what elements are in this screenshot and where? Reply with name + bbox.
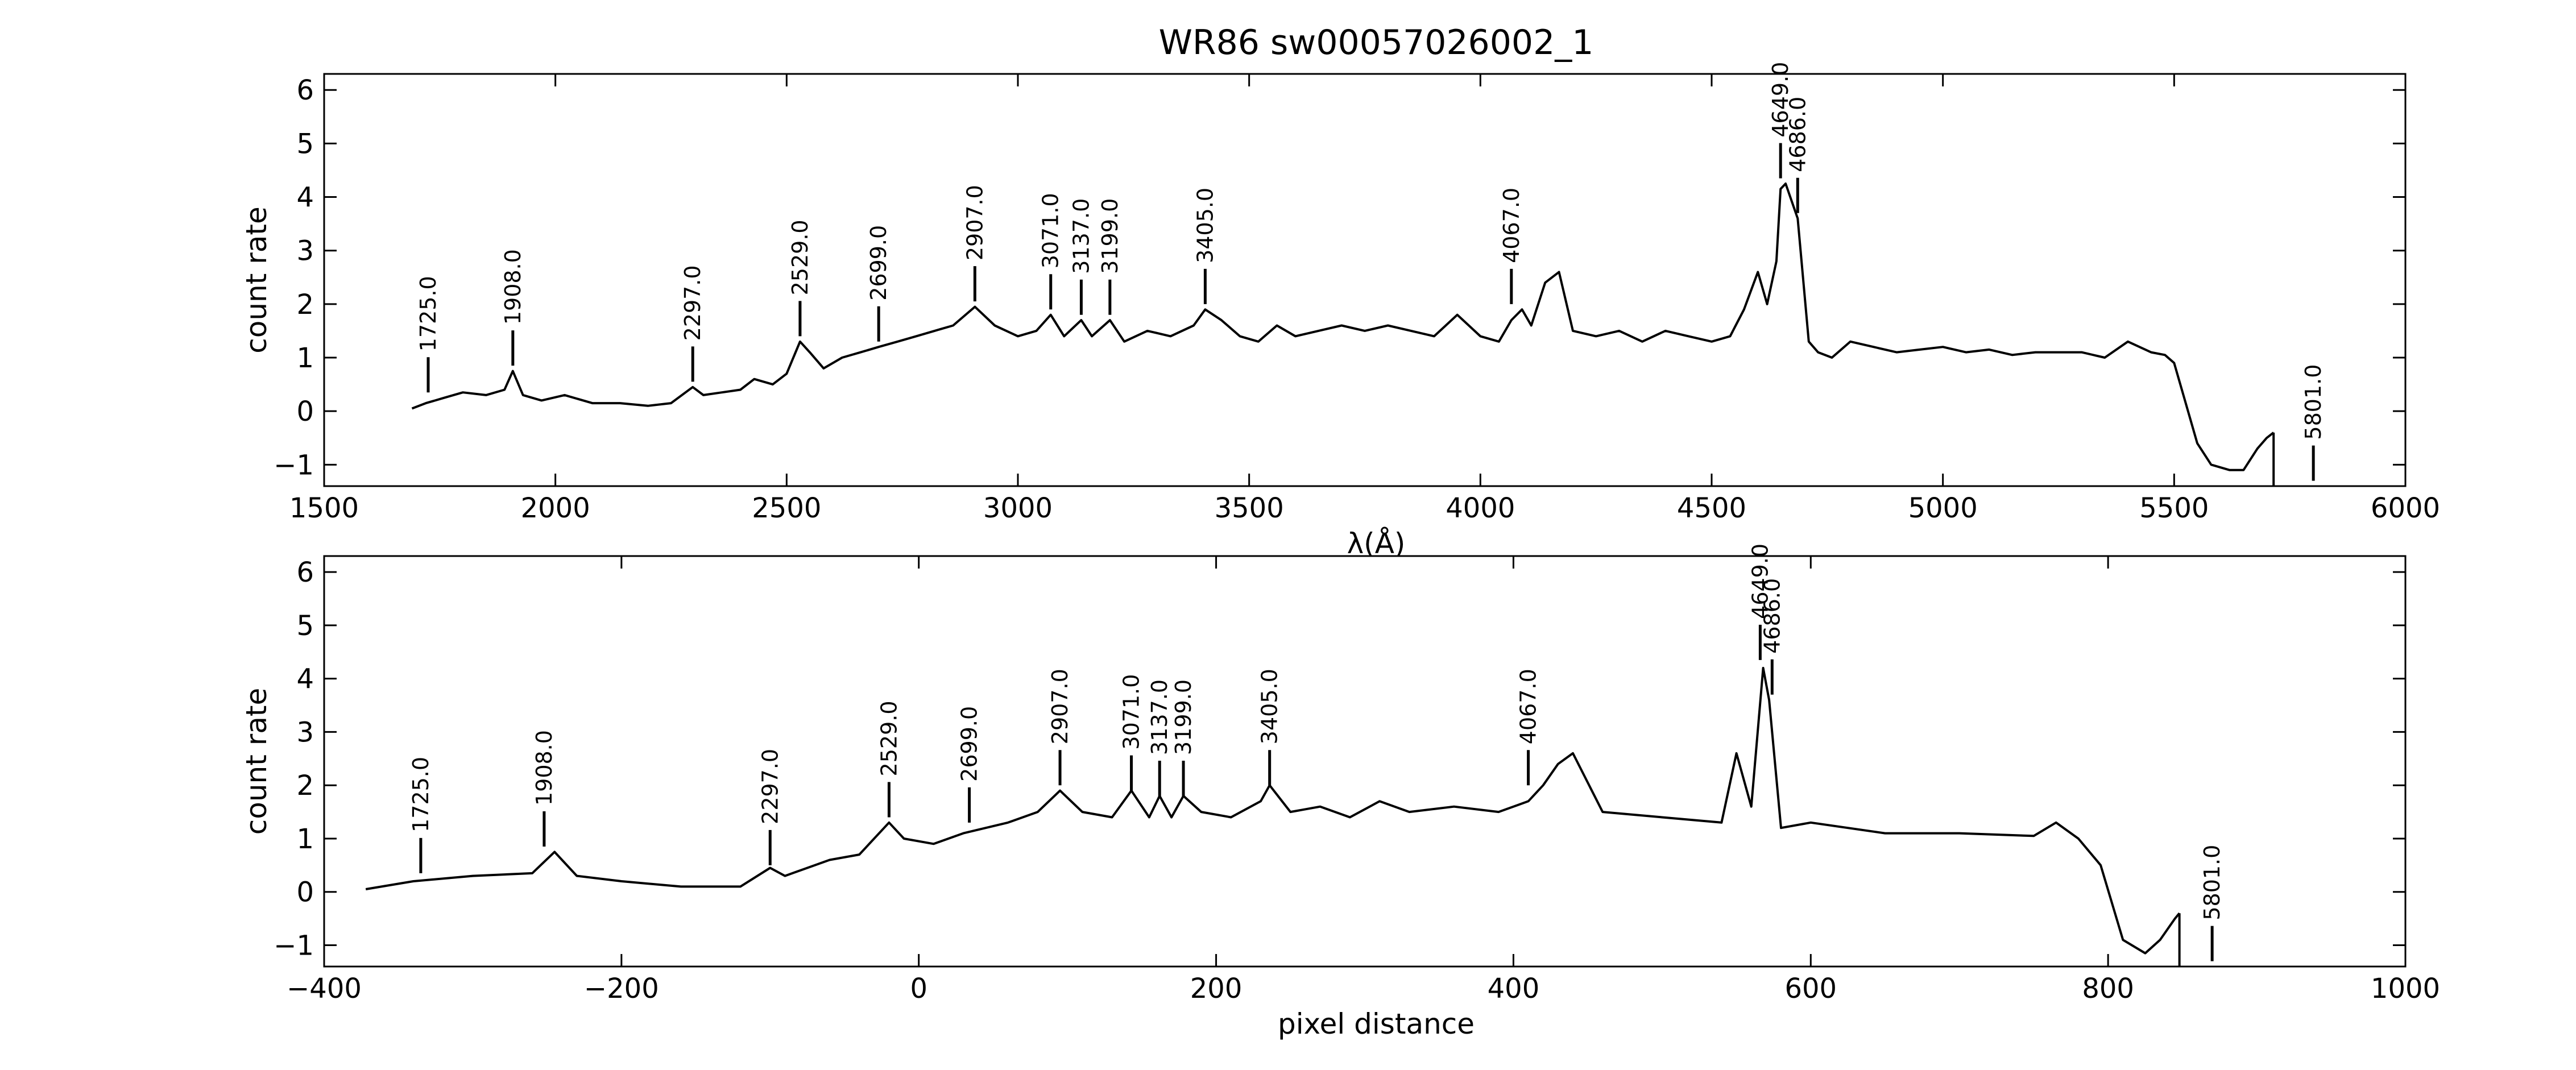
bottom-ytick-label-6: 5 xyxy=(296,610,314,642)
bottom-line-label-10: 4067.0 xyxy=(1516,669,1541,744)
top-xtick-label-3: 3000 xyxy=(983,492,1053,524)
bottom-x-axis-label: pixel distance xyxy=(1278,1007,1475,1040)
figure-title: WR86 sw00057026002_1 xyxy=(1159,23,1594,63)
top-line-label-10: 4067.0 xyxy=(1499,188,1524,263)
top-line-label-4: 2699.0 xyxy=(866,225,891,301)
bottom-xtick-label-5: 600 xyxy=(1784,973,1837,1005)
bottom-line-label-4: 2699.0 xyxy=(957,706,982,782)
bottom-xtick-label-3: 200 xyxy=(1190,973,1243,1005)
top-line-label-3: 2529.0 xyxy=(788,219,813,295)
top-line-label-0: 1725.0 xyxy=(416,276,441,351)
bottom-xtick-label-7: 1000 xyxy=(2371,973,2440,1005)
bottom-ytick-label-3: 2 xyxy=(296,770,314,802)
bottom-panel: 1725.0 1908.0 2297.0 2529.0 2699.0 2907.0 3071… xyxy=(240,544,2440,1040)
bottom-line-label-1: 1908.0 xyxy=(532,730,557,806)
top-spectrum-line-0 xyxy=(411,183,2275,471)
bottom-ytick-label-5: 4 xyxy=(296,663,314,695)
top-xtick-label-1: 2000 xyxy=(521,492,590,524)
top-xtick-label-4: 3500 xyxy=(1215,492,1284,524)
top-xtick-label-6: 4500 xyxy=(1677,492,1746,524)
top-ytick-label-7: 6 xyxy=(296,74,314,106)
bottom-xtick-label-2: 0 xyxy=(910,973,927,1005)
bottom-ytick-label-7: 6 xyxy=(296,557,314,588)
top-line-label-6: 3071.0 xyxy=(1038,193,1063,268)
top-line-label-12: 4686.0 xyxy=(1785,97,1810,172)
top-ytick-label-2: 1 xyxy=(296,342,314,374)
top-xtick-label-9: 6000 xyxy=(2371,492,2440,524)
bottom-line-label-12: 4686.0 xyxy=(1759,578,1784,654)
top-xtick-label-5: 4000 xyxy=(1446,492,1515,524)
top-line-label-8: 3199.0 xyxy=(1098,198,1123,274)
bottom-line-label-9: 3405.0 xyxy=(1257,669,1282,744)
bottom-plot-frame xyxy=(323,555,2407,968)
top-ytick-label-0: −1 xyxy=(274,449,314,481)
bottom-spectrum-line-0 xyxy=(365,666,2181,955)
bottom-ytick-label-0: −1 xyxy=(274,930,314,961)
bottom-line-label-8: 3199.0 xyxy=(1171,679,1196,755)
top-line-label-1: 1908.0 xyxy=(500,249,525,325)
top-line-label-2: 2297.0 xyxy=(680,265,705,341)
bottom-xtick-label-6: 800 xyxy=(2082,973,2134,1005)
bottom-ytick-label-1: 0 xyxy=(296,877,314,909)
top-ytick-label-4: 3 xyxy=(296,235,314,267)
bottom-xtick-label-0: −400 xyxy=(287,973,362,1005)
top-x-axis-label: λ(Å) xyxy=(1347,527,1406,560)
top-line-label-9: 3405.0 xyxy=(1192,188,1217,263)
bottom-ytick-label-2: 1 xyxy=(296,823,314,855)
top-line-label-7: 3137.0 xyxy=(1068,198,1094,274)
top-panel: 1725.0 1908.0 2297.0 2529.0 2699.0 2907.0 3071… xyxy=(240,62,2440,560)
bottom-xtick-label-1: −200 xyxy=(584,973,659,1005)
top-xtick-label-8: 5500 xyxy=(2139,492,2209,524)
bottom-ytick-label-4: 3 xyxy=(296,716,314,748)
bottom-line-label-0: 1725.0 xyxy=(408,757,433,832)
bottom-y-axis-label: count rate xyxy=(240,688,273,835)
top-xtick-label-7: 5000 xyxy=(1908,492,1978,524)
top-xtick-label-0: 1500 xyxy=(289,492,359,524)
bottom-line-label-6: 3071.0 xyxy=(1119,674,1144,750)
top-ytick-label-3: 2 xyxy=(296,289,314,321)
top-ytick-label-5: 4 xyxy=(296,182,314,214)
top-y-axis-label: count rate xyxy=(240,206,273,354)
top-line-label-5: 2907.0 xyxy=(962,185,987,260)
top-line-label-13: 5801.0 xyxy=(2301,364,2326,440)
bottom-line-label-3: 2529.0 xyxy=(876,700,901,776)
bottom-line-label-2: 2297.0 xyxy=(757,749,782,824)
top-plot-frame xyxy=(323,73,2407,487)
top-xtick-label-2: 2500 xyxy=(752,492,821,524)
top-ytick-label-1: 0 xyxy=(296,396,314,428)
bottom-line-label-5: 2907.0 xyxy=(1047,669,1072,744)
bottom-line-label-13: 5801.0 xyxy=(2200,845,2225,920)
bottom-xtick-label-4: 400 xyxy=(1488,973,1540,1005)
top-ytick-label-6: 5 xyxy=(296,128,314,160)
bottom-line-label-7: 3137.0 xyxy=(1147,679,1172,755)
